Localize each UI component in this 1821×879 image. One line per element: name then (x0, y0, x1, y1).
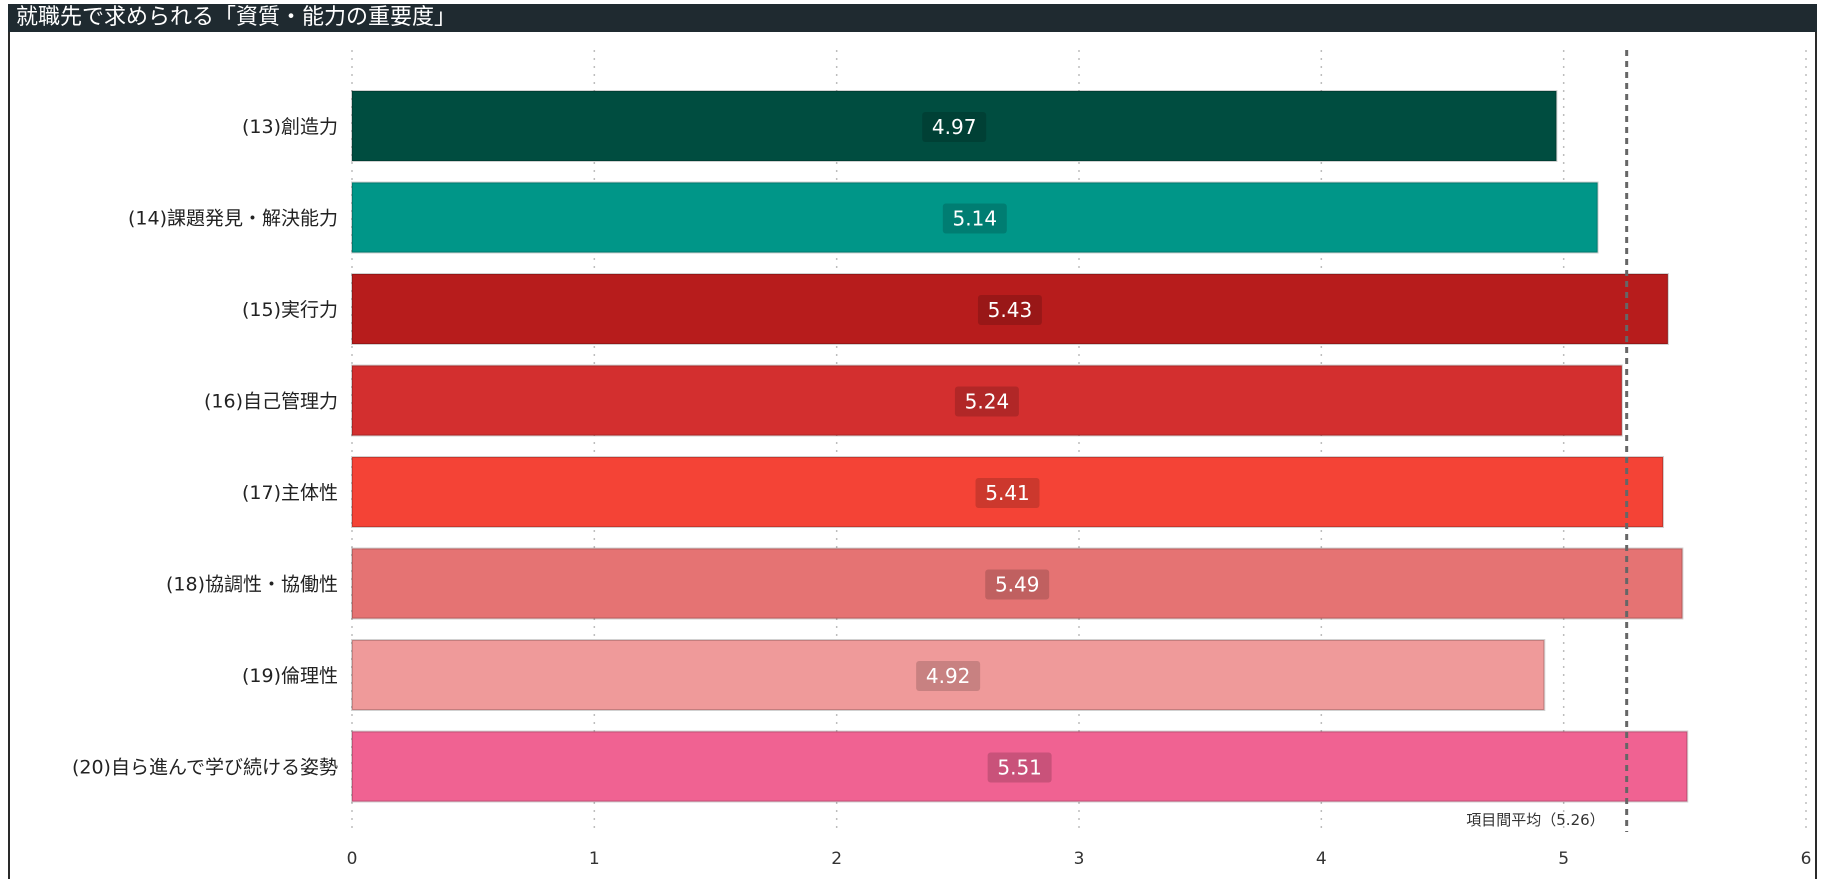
value-label-bg-4 (954, 386, 1019, 417)
value-label-3: 5.43 (988, 298, 1033, 322)
bar-8 (351, 730, 1689, 803)
value-label-bg-7 (916, 661, 981, 691)
category-label-2: (14)課題発見・解決能力 (128, 208, 338, 230)
average-reference-label: 項目間平均（5.26） (1466, 811, 1604, 829)
value-label-1: 4.97 (932, 115, 977, 139)
value-label-7: 4.92 (926, 664, 971, 688)
category-label-8: (20)自ら進んで学び続ける姿勢 (72, 757, 338, 779)
value-label-bg-1 (922, 112, 987, 142)
bar-4 (351, 364, 1623, 437)
category-label-1: (13)創造力 (242, 116, 338, 138)
category-label-5: (17)主体性 (242, 482, 338, 504)
bar-3 (351, 273, 1669, 345)
value-label-4: 5.24 (965, 390, 1010, 414)
value-label-bg-2 (942, 203, 1007, 234)
chart-panel (8, 32, 1817, 879)
value-label-6: 5.49 (995, 573, 1040, 597)
bar-2 (351, 181, 1599, 254)
x-tick-label-2: 2 (831, 849, 842, 869)
value-label-2: 5.14 (953, 207, 998, 231)
chart-title: 就職先で求められる「資質・能力の重要度」 (8, 4, 1817, 32)
x-tick-label-1: 1 (589, 849, 600, 869)
value-label-5: 5.41 (985, 481, 1030, 505)
category-label-3: (15)実行力 (242, 299, 338, 321)
value-label-bg-8 (987, 752, 1052, 783)
value-label-8: 5.51 (997, 756, 1042, 780)
category-label-6: (18)協調性・協働性 (166, 574, 338, 596)
bar-7 (351, 639, 1546, 711)
x-tick-label-0: 0 (347, 849, 358, 869)
value-label-bg-5 (975, 478, 1040, 508)
x-tick-label-4: 4 (1316, 849, 1327, 869)
x-tick-label-3: 3 (1074, 849, 1085, 869)
category-label-7: (19)倫理性 (242, 665, 338, 687)
bar-1 (351, 90, 1558, 162)
bar-5 (351, 456, 1665, 528)
x-tick-label-6: 6 (1801, 849, 1812, 869)
bar-6 (351, 547, 1684, 620)
value-label-bg-3 (977, 295, 1042, 325)
category-label-4: (16)自己管理力 (204, 391, 338, 413)
value-label-bg-6 (985, 569, 1050, 600)
x-tick-label-5: 5 (1558, 849, 1569, 869)
